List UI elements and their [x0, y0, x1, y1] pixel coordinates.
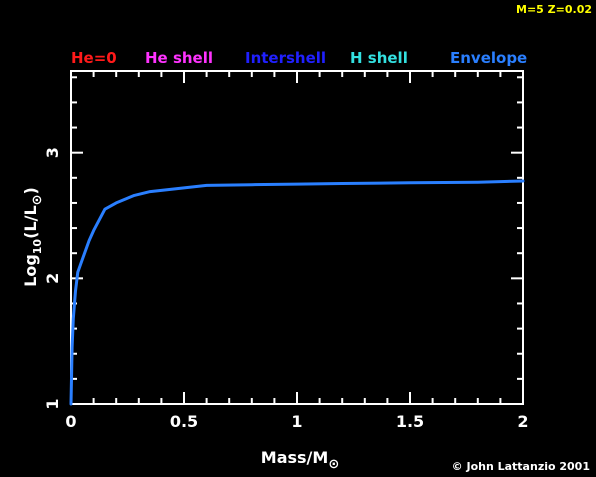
legend-item: He shell	[145, 49, 213, 67]
x-tick-label: 2	[517, 412, 528, 431]
legend-item: Intershell	[245, 49, 326, 67]
x-tick-labels: 0 0.5 1 1.5 2	[65, 412, 528, 431]
y-tick-label: 2	[43, 273, 62, 284]
x-tick-label: 0	[65, 412, 76, 431]
y-axis-label: Log10(L/L⊙)	[21, 187, 45, 287]
x-tick-label: 1	[291, 412, 302, 431]
y-tick-label: 3	[43, 147, 62, 158]
x-tick-label: 1.5	[396, 412, 424, 431]
legend: He=0 He shell Intershell H shell Envelope	[71, 49, 527, 67]
plot-frame	[70, 70, 524, 405]
y-tick-labels: 1 2 3	[43, 147, 62, 409]
legend-item: Envelope	[450, 49, 527, 67]
y-tick-label: 1	[43, 398, 62, 409]
credit-text: © John Lattanzio 2001	[452, 460, 590, 473]
axis-ticks	[70, 71, 524, 405]
series-line-envelope	[69, 179, 525, 406]
legend-item: He=0	[71, 49, 117, 67]
model-info: M=5 Z=0.02	[516, 3, 592, 16]
x-axis-label: Mass/M⊙	[261, 448, 339, 472]
legend-item: H shell	[350, 49, 408, 67]
x-tick-label: 0.5	[170, 412, 198, 431]
